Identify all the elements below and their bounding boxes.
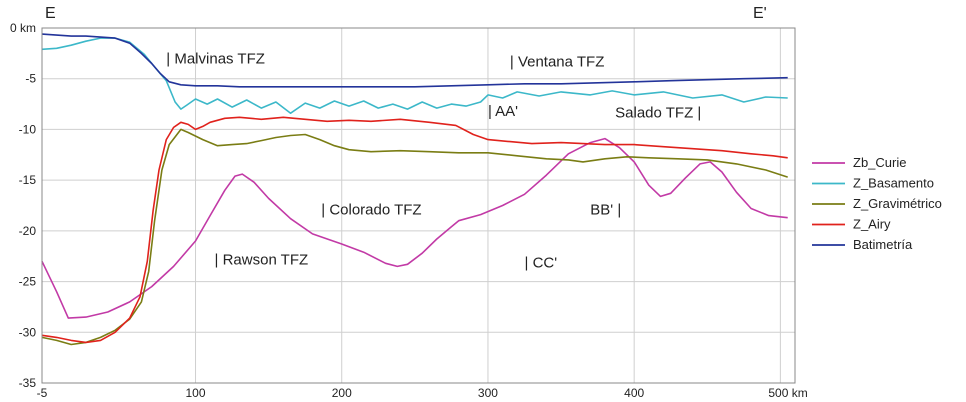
x-tick-label: 500 km — [768, 386, 807, 400]
plot-frame — [41, 27, 796, 384]
x-tick-label: 300 — [478, 386, 498, 400]
annotation-label: | Ventana TFZ — [510, 54, 605, 71]
annotation-label: Salado TFZ | — [615, 104, 701, 121]
annotation-label: | Malvinas TFZ — [166, 51, 265, 68]
y-tick-label: -35 — [19, 376, 37, 390]
legend-label: Z_Airy — [853, 217, 891, 232]
series-line — [41, 128, 788, 346]
profile-end-label: E' — [753, 5, 767, 22]
y-tick-label: -10 — [19, 122, 37, 136]
annotation-label: | Rawson TFZ — [215, 251, 309, 268]
series-line — [41, 33, 788, 88]
y-tick-label: -20 — [19, 224, 37, 238]
annotation-label: BB' | — [590, 202, 621, 219]
x-tick-label: 200 — [332, 386, 352, 400]
annotation-label: | AA' — [488, 103, 518, 120]
annotations: | Malvinas TFZ | Ventana TFZ | AA' Salado T… — [166, 51, 701, 272]
annotation-label: | CC' — [525, 254, 558, 271]
y-tick-label: 0 km — [10, 21, 36, 35]
y-tick-label: -15 — [19, 173, 37, 187]
series-line — [41, 116, 788, 344]
y-tick-label: -25 — [19, 275, 37, 289]
legend-label: Zb_Curie — [853, 155, 906, 170]
x-tick-label: 400 — [624, 386, 644, 400]
legend: Zb_Curie Z_Basamento Z_Gravimétrico Z_Airy B… — [812, 155, 942, 252]
x-tick-label: 100 — [186, 386, 206, 400]
profile-start-label: E — [45, 5, 56, 22]
axes: -5 100 200 300 400 500 km 0 km -5 -10 -15 -20 -25 -3… — [10, 5, 808, 400]
series-line — [41, 137, 788, 319]
legend-label: Batimetría — [853, 237, 913, 252]
series-line — [41, 37, 788, 114]
x-tick-label: -5 — [37, 386, 48, 400]
legend-label: Z_Basamento — [853, 176, 934, 191]
legend-label: Z_Gravimétrico — [853, 196, 942, 211]
series-group — [41, 33, 788, 346]
y-tick-label: -30 — [19, 325, 37, 339]
annotation-label: | Colorado TFZ — [321, 202, 421, 219]
y-tick-label: -5 — [25, 72, 36, 86]
